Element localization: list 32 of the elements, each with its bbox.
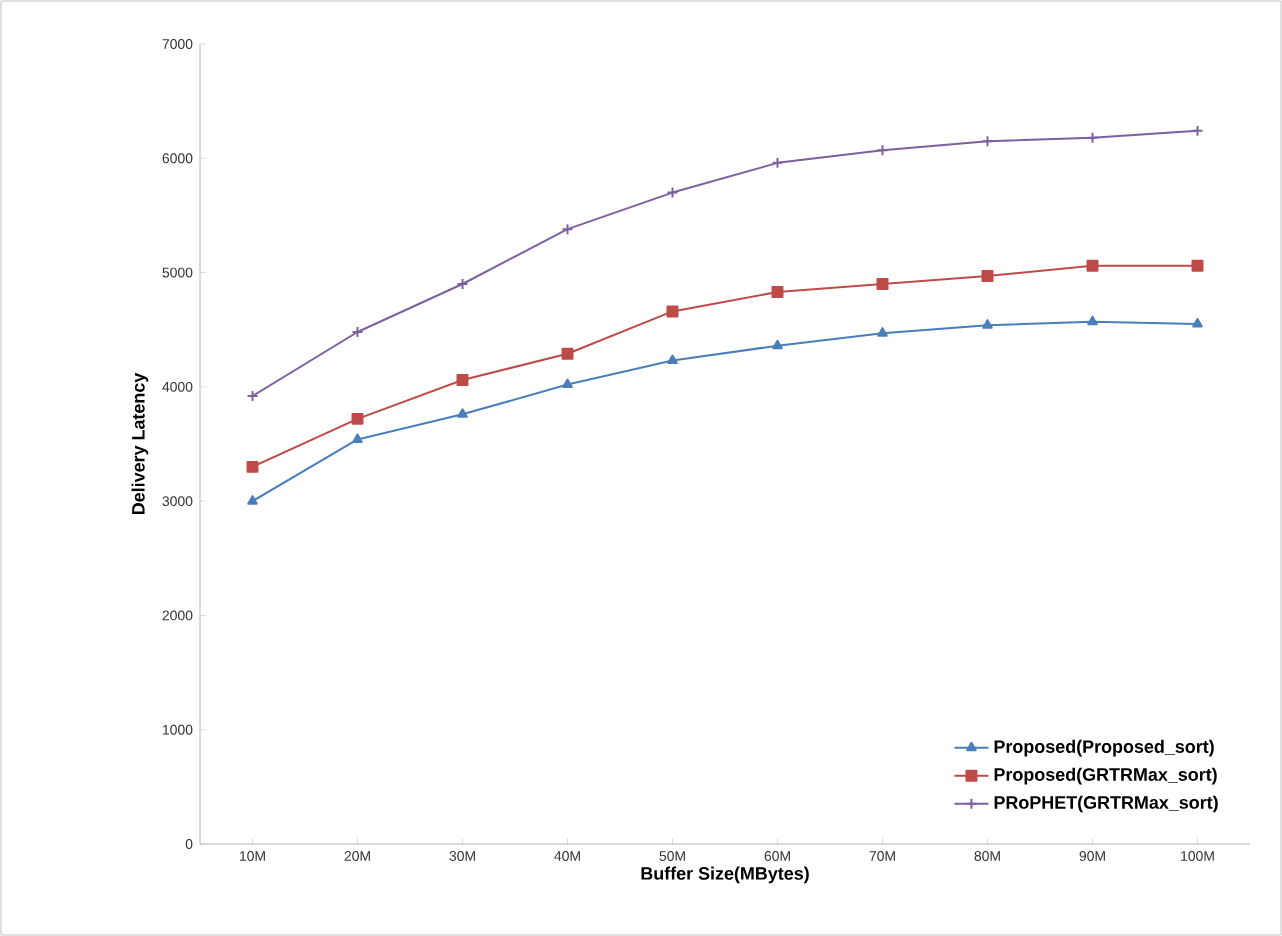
point (1086, 131, 1099, 144)
y-axis-title: Delivery Latency (131, 372, 149, 515)
point (561, 223, 574, 236)
point (1086, 259, 1099, 272)
point (1087, 315, 1098, 326)
point (246, 460, 259, 473)
point (772, 339, 783, 350)
point (456, 278, 469, 290)
point (247, 495, 258, 505)
point (666, 186, 679, 199)
point (351, 326, 364, 338)
legend-label: Proposed(GRTRMax_sort) (994, 767, 1217, 785)
point (771, 286, 784, 298)
point (1191, 259, 1204, 272)
point (667, 354, 678, 365)
point (666, 305, 679, 318)
point (981, 135, 994, 148)
point (1192, 318, 1203, 328)
point (457, 408, 468, 418)
point (982, 319, 993, 329)
legend-label: PRoPHET(GRTRMax_sort) (994, 795, 1218, 813)
point (877, 327, 888, 337)
point (351, 412, 364, 425)
point (456, 374, 469, 386)
point (981, 270, 994, 282)
point (876, 144, 889, 157)
point (562, 378, 573, 389)
point (876, 278, 889, 290)
point (352, 433, 363, 443)
x-axis-title: Buffer Size(MBytes) (641, 866, 809, 884)
legend-label: Proposed(Proposed_sort) (994, 739, 1214, 757)
point (561, 347, 574, 360)
